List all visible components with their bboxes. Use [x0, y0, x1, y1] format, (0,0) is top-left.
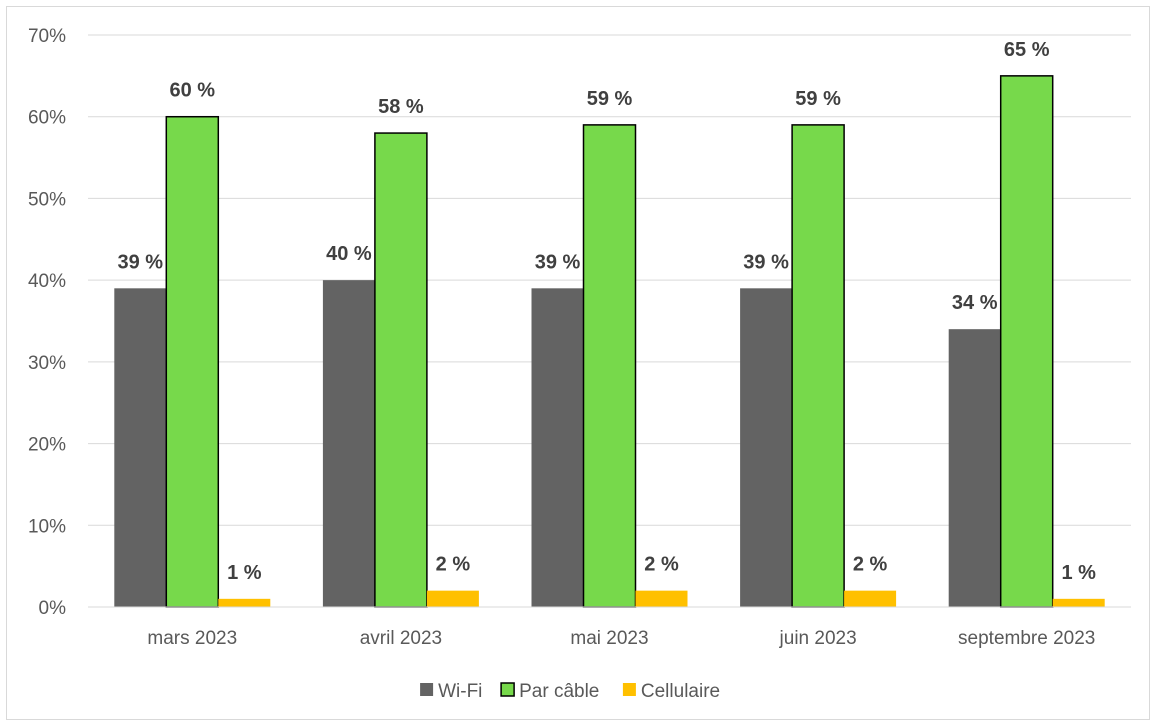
data-label: 39 %	[535, 251, 581, 273]
bar-cellulaire	[635, 590, 688, 607]
data-label: 39 %	[743, 251, 789, 273]
y-tick-label: 0%	[39, 598, 67, 619]
legend-label: Cellulaire	[641, 681, 720, 702]
bar-par-c-ble	[999, 75, 1054, 608]
data-label: 60 %	[170, 80, 216, 102]
data-label: 34 %	[952, 292, 998, 314]
bar-wi-fi	[322, 280, 375, 607]
data-label: 1 %	[227, 562, 262, 584]
y-tick-label: 50%	[28, 189, 66, 210]
x-tick-label: septembre 2023	[958, 628, 1095, 649]
y-tick-label: 30%	[28, 353, 66, 374]
data-label: 39 %	[118, 251, 164, 273]
bar-wi-fi	[948, 329, 1001, 607]
data-label: 65 %	[1004, 39, 1050, 61]
data-label: 40 %	[326, 243, 372, 265]
bar-par-c-ble	[374, 132, 428, 608]
y-tick-label: 40%	[28, 271, 66, 292]
y-tick-label: 70%	[28, 26, 66, 47]
x-tick-label: mai 2023	[570, 628, 648, 649]
legend-label: Par câble	[519, 681, 599, 702]
data-label: 2 %	[853, 554, 888, 576]
bar-cellulaire	[1052, 598, 1105, 607]
data-label: 2 %	[644, 554, 679, 576]
legend-label: Wi-Fi	[438, 681, 482, 702]
legend-swatch	[500, 682, 515, 697]
y-tick-label: 60%	[28, 108, 66, 129]
legend-swatch	[420, 683, 434, 696]
legend-swatch	[622, 683, 636, 696]
y-tick-label: 20%	[28, 435, 66, 456]
bar-par-c-ble	[582, 124, 637, 608]
data-label: 59 %	[587, 88, 633, 110]
x-tick-label: avril 2023	[360, 628, 442, 649]
bar-cellulaire	[844, 590, 897, 607]
data-label: 2 %	[436, 554, 471, 576]
x-tick-label: mars 2023	[147, 628, 237, 649]
bar-wi-fi	[114, 288, 167, 607]
bar-cellulaire	[426, 590, 479, 607]
x-tick-label: juin 2023	[779, 628, 857, 649]
data-label: 1 %	[1061, 562, 1096, 584]
y-tick-label: 10%	[28, 516, 66, 537]
data-label: 59 %	[795, 88, 841, 110]
data-label: 58 %	[378, 96, 424, 118]
bar-wi-fi	[531, 288, 584, 607]
bar-wi-fi	[740, 288, 793, 607]
bar-par-c-ble	[165, 115, 220, 608]
bar-par-c-ble	[791, 124, 845, 608]
bar-cellulaire	[218, 598, 271, 607]
